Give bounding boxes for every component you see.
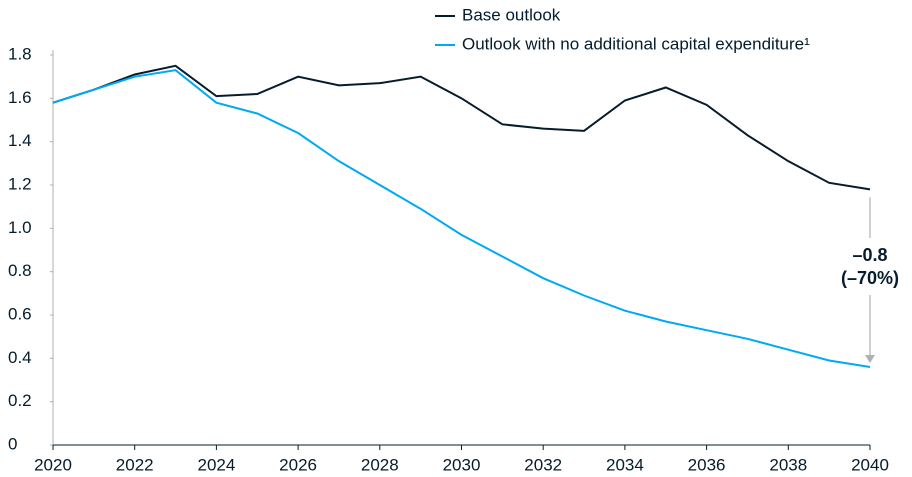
x-tick-label: 2034: [606, 455, 644, 474]
y-tick-label: 1.4: [8, 131, 32, 150]
series-line: [52, 64, 871, 191]
y-tick-label: 1.0: [8, 218, 32, 237]
x-tick-label: 2024: [197, 455, 235, 474]
annotation-arrowhead: [865, 355, 875, 363]
x-tick-label: 2022: [116, 455, 154, 474]
y-tick-label: 0: [8, 434, 17, 453]
x-tick-label: 2030: [443, 455, 481, 474]
legend-label: Base outlook: [462, 5, 561, 24]
y-tick-label: 1.6: [8, 88, 32, 107]
x-tick-label: 2038: [769, 455, 807, 474]
series-line: [52, 69, 871, 368]
y-tick-label: 1.8: [8, 44, 32, 63]
x-tick-label: 2020: [34, 455, 72, 474]
x-tick-label: 2032: [524, 455, 562, 474]
legend-label: Outlook with no additional capital expen…: [462, 34, 810, 53]
x-tick-label: 2026: [279, 455, 317, 474]
y-tick-label: 1.2: [8, 174, 32, 193]
x-tick-label: 2036: [688, 455, 726, 474]
y-tick-label: 0.8: [8, 261, 32, 280]
y-tick-label: 0.2: [8, 391, 32, 410]
annotation: (–70%): [841, 268, 899, 288]
annotation: –0.8: [852, 245, 887, 265]
y-tick-label: 0.6: [8, 304, 32, 323]
x-tick-label: 2028: [361, 455, 399, 474]
y-tick-label: 0.4: [8, 348, 32, 367]
x-tick-label: 2040: [851, 455, 889, 474]
